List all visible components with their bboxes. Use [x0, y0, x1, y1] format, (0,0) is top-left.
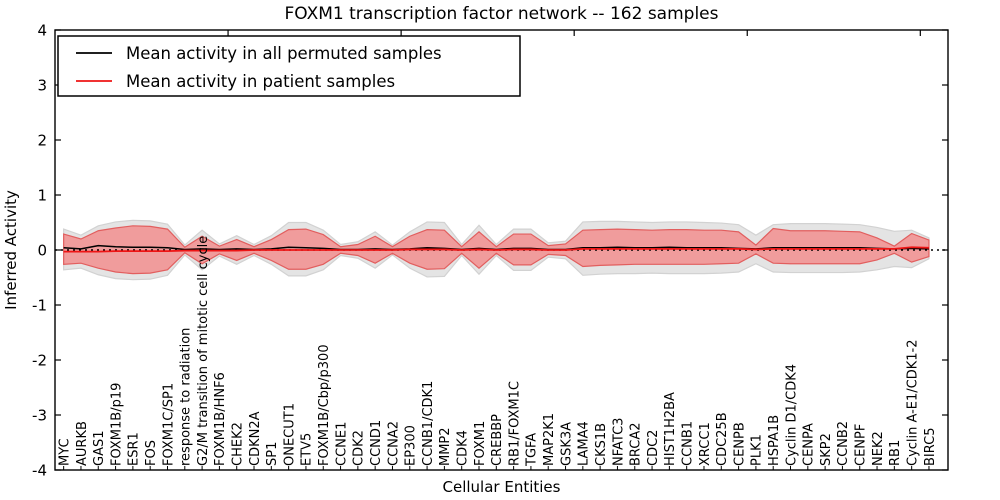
x-tick-label: CCNB1 — [680, 421, 695, 466]
x-tick-label: CCNB2 — [836, 421, 851, 466]
x-tick-label: NEK2 — [871, 431, 886, 466]
x-tick-label: SP1 — [265, 442, 280, 466]
x-tick-label: CCNB1/CDK1 — [421, 381, 436, 466]
x-tick-label: AURKB — [75, 421, 90, 466]
x-tick-label: ETV5 — [300, 433, 315, 466]
y-tick-label: 0 — [37, 242, 47, 260]
x-tick-label: CDC25B — [715, 412, 730, 466]
x-tick-label: CDK4 — [455, 430, 470, 466]
x-tick-label: FOXM1B/Cbp/p300 — [317, 344, 332, 466]
y-tick-label: 1 — [37, 187, 47, 205]
x-tick-label: XRCC1 — [698, 422, 713, 466]
x-tick-label: response to radiation — [179, 328, 194, 466]
x-tick-label: FOS — [144, 440, 159, 466]
x-tick-label: CCNA2 — [386, 421, 401, 466]
x-tick-label: HSPA1B — [767, 415, 782, 466]
x-tick-label: GSK3A — [559, 422, 574, 466]
chart-title: FOXM1 transcription factor network -- 16… — [285, 4, 719, 24]
y-tick-label: 3 — [37, 77, 47, 95]
x-tick-label: Cyclin D1/CDK4 — [784, 364, 799, 466]
x-tick-label: LAMA4 — [577, 421, 592, 466]
x-tick-label: FOXM1 — [473, 421, 488, 466]
x-tick-label: CREBBP — [490, 414, 505, 466]
x-tick-label: CENPB — [732, 422, 747, 466]
mean-patient-line — [63, 246, 929, 253]
x-tick-label: GAS1 — [92, 431, 107, 467]
x-tick-label: G2/M transition of mitotic cell cycle — [196, 236, 211, 466]
x-tick-label: MYC — [57, 438, 72, 466]
legend-entry-label: Mean activity in patient samples — [126, 72, 395, 91]
x-tick-label: CCNE1 — [334, 422, 349, 466]
y-axis-label: Inferred Activity — [2, 190, 20, 310]
x-tick-label: FOXM1B/p19 — [109, 383, 124, 466]
y-tick-label: -2 — [32, 352, 47, 370]
legend-entry-label: Mean activity in all permuted samples — [126, 44, 442, 63]
x-axis-label: Cellular Entities — [443, 478, 561, 496]
x-tick-label: BIRC5 — [923, 428, 938, 467]
x-tick-label: CENPA — [802, 423, 817, 466]
x-tick-label: NFATC3 — [611, 418, 626, 466]
x-tick-label: CCND1 — [369, 420, 384, 466]
y-tick-label: 2 — [37, 132, 47, 150]
x-tick-label: CENPF — [854, 424, 869, 466]
x-tick-label: EP300 — [404, 425, 419, 466]
x-tick-label: CDC2 — [646, 430, 661, 466]
x-tick-label: ONECUT1 — [282, 403, 297, 466]
x-tick-label: RB1 — [888, 440, 903, 466]
x-tick-label: BRCA2 — [629, 422, 644, 466]
y-tick-label: -4 — [32, 462, 47, 480]
x-tick-label: Cyclin A-E1/CDK1-2 — [905, 339, 920, 466]
x-tick-label: SKP2 — [819, 433, 834, 466]
x-tick-label: CKS1B — [594, 423, 609, 466]
x-tick-label: CDKN2A — [248, 411, 263, 466]
y-tick-label: -1 — [32, 297, 47, 315]
x-tick-label: MAP2K1 — [542, 413, 557, 466]
x-tick-label: PLK1 — [750, 434, 765, 466]
x-tick-label: CDK2 — [352, 430, 367, 466]
x-tick-label: HIST1H2BA — [663, 392, 678, 466]
x-tick-label: CHEK2 — [231, 422, 246, 466]
x-tick-label: FOXM1B/HNF6 — [213, 372, 228, 466]
x-tick-label: FOXM1C/SP1 — [161, 383, 176, 466]
x-tick-label: TGFA — [525, 433, 540, 467]
y-tick-label: -3 — [32, 407, 47, 425]
x-tick-label: MMP2 — [438, 427, 453, 466]
x-tick-label: RB1/FOXM1C — [507, 381, 522, 466]
x-tick-label: ESR1 — [127, 432, 142, 466]
y-tick-label: 4 — [37, 22, 47, 40]
legend-box — [57, 35, 521, 97]
